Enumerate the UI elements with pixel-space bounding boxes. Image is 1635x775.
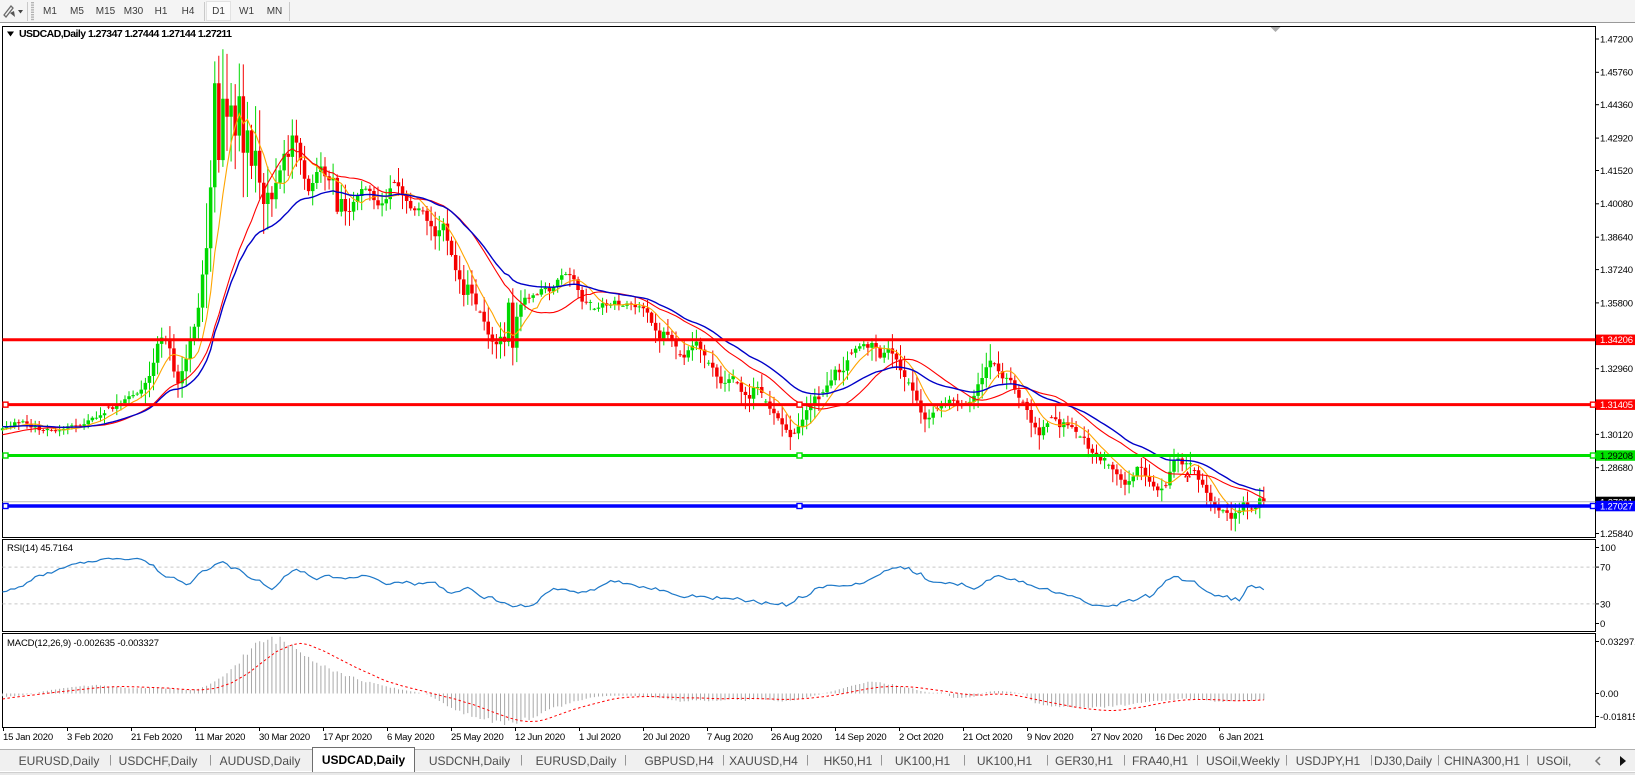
svg-text:1.27027: 1.27027: [1600, 501, 1633, 512]
svg-text:1.25840: 1.25840: [1600, 529, 1633, 540]
svg-text:17 Apr 2020: 17 Apr 2020: [323, 732, 372, 743]
svg-text:1.47200: 1.47200: [1600, 34, 1633, 45]
svg-text:1.28680: 1.28680: [1600, 463, 1633, 474]
svg-text:6 May 2020: 6 May 2020: [387, 732, 434, 743]
svg-text:RSI(14) 45.7164: RSI(14) 45.7164: [7, 543, 73, 554]
svg-text:30 Mar 2020: 30 Mar 2020: [259, 732, 310, 743]
svg-text:0: 0: [1600, 619, 1605, 630]
svg-text:7 Aug 2020: 7 Aug 2020: [707, 732, 753, 743]
svg-text:1.29208: 1.29208: [1600, 451, 1633, 462]
svg-text:6 Jan 2021: 6 Jan 2021: [1219, 732, 1264, 743]
svg-text:2 Oct 2020: 2 Oct 2020: [899, 732, 943, 743]
svg-text:26 Aug 2020: 26 Aug 2020: [771, 732, 822, 743]
svg-text:-0.01815: -0.01815: [1600, 712, 1635, 723]
svg-text:9 Nov 2020: 9 Nov 2020: [1027, 732, 1073, 743]
svg-text:20 Jul 2020: 20 Jul 2020: [643, 732, 690, 743]
svg-text:1.31405: 1.31405: [1600, 400, 1633, 411]
svg-text:1.32960: 1.32960: [1600, 364, 1633, 375]
svg-text:21 Feb 2020: 21 Feb 2020: [131, 732, 182, 743]
svg-text:USDCAD,Daily 1.27347 1.27444: USDCAD,Daily 1.27347 1.27444 1.27144 1.2…: [19, 28, 232, 40]
svg-text:27 Nov 2020: 27 Nov 2020: [1091, 732, 1142, 743]
svg-text:21 Oct 2020: 21 Oct 2020: [963, 732, 1012, 743]
svg-text:1.45760: 1.45760: [1600, 68, 1633, 79]
svg-text:70: 70: [1600, 563, 1611, 574]
svg-text:1.37240: 1.37240: [1600, 265, 1633, 276]
svg-text:16 Dec 2020: 16 Dec 2020: [1155, 732, 1206, 743]
svg-text:1.42920: 1.42920: [1600, 134, 1633, 145]
svg-text:12 Jun 2020: 12 Jun 2020: [515, 732, 565, 743]
svg-text:25 May 2020: 25 May 2020: [451, 732, 504, 743]
svg-text:0.00: 0.00: [1600, 689, 1619, 700]
svg-text:100: 100: [1600, 543, 1616, 554]
svg-text:11 Mar 2020: 11 Mar 2020: [195, 732, 245, 743]
svg-text:30: 30: [1600, 599, 1611, 610]
svg-text:14 Sep 2020: 14 Sep 2020: [835, 732, 886, 743]
svg-text:MACD(12,26,9) -0.002635 -0.003: MACD(12,26,9) -0.002635 -0.003327: [7, 638, 159, 649]
svg-text:15 Jan 2020: 15 Jan 2020: [3, 732, 53, 743]
svg-text:1.44360: 1.44360: [1600, 100, 1633, 111]
svg-text:1.34206: 1.34206: [1600, 335, 1633, 346]
svg-text:1.30120: 1.30120: [1600, 430, 1633, 441]
svg-text:1.41520: 1.41520: [1600, 166, 1633, 177]
svg-text:0.032972: 0.032972: [1600, 637, 1635, 648]
svg-text:1.35800: 1.35800: [1600, 298, 1633, 309]
svg-text:1 Jul 2020: 1 Jul 2020: [579, 732, 621, 743]
svg-text:1.38640: 1.38640: [1600, 233, 1633, 244]
svg-text:3 Feb 2020: 3 Feb 2020: [67, 732, 113, 743]
svg-text:1.40080: 1.40080: [1600, 199, 1633, 210]
